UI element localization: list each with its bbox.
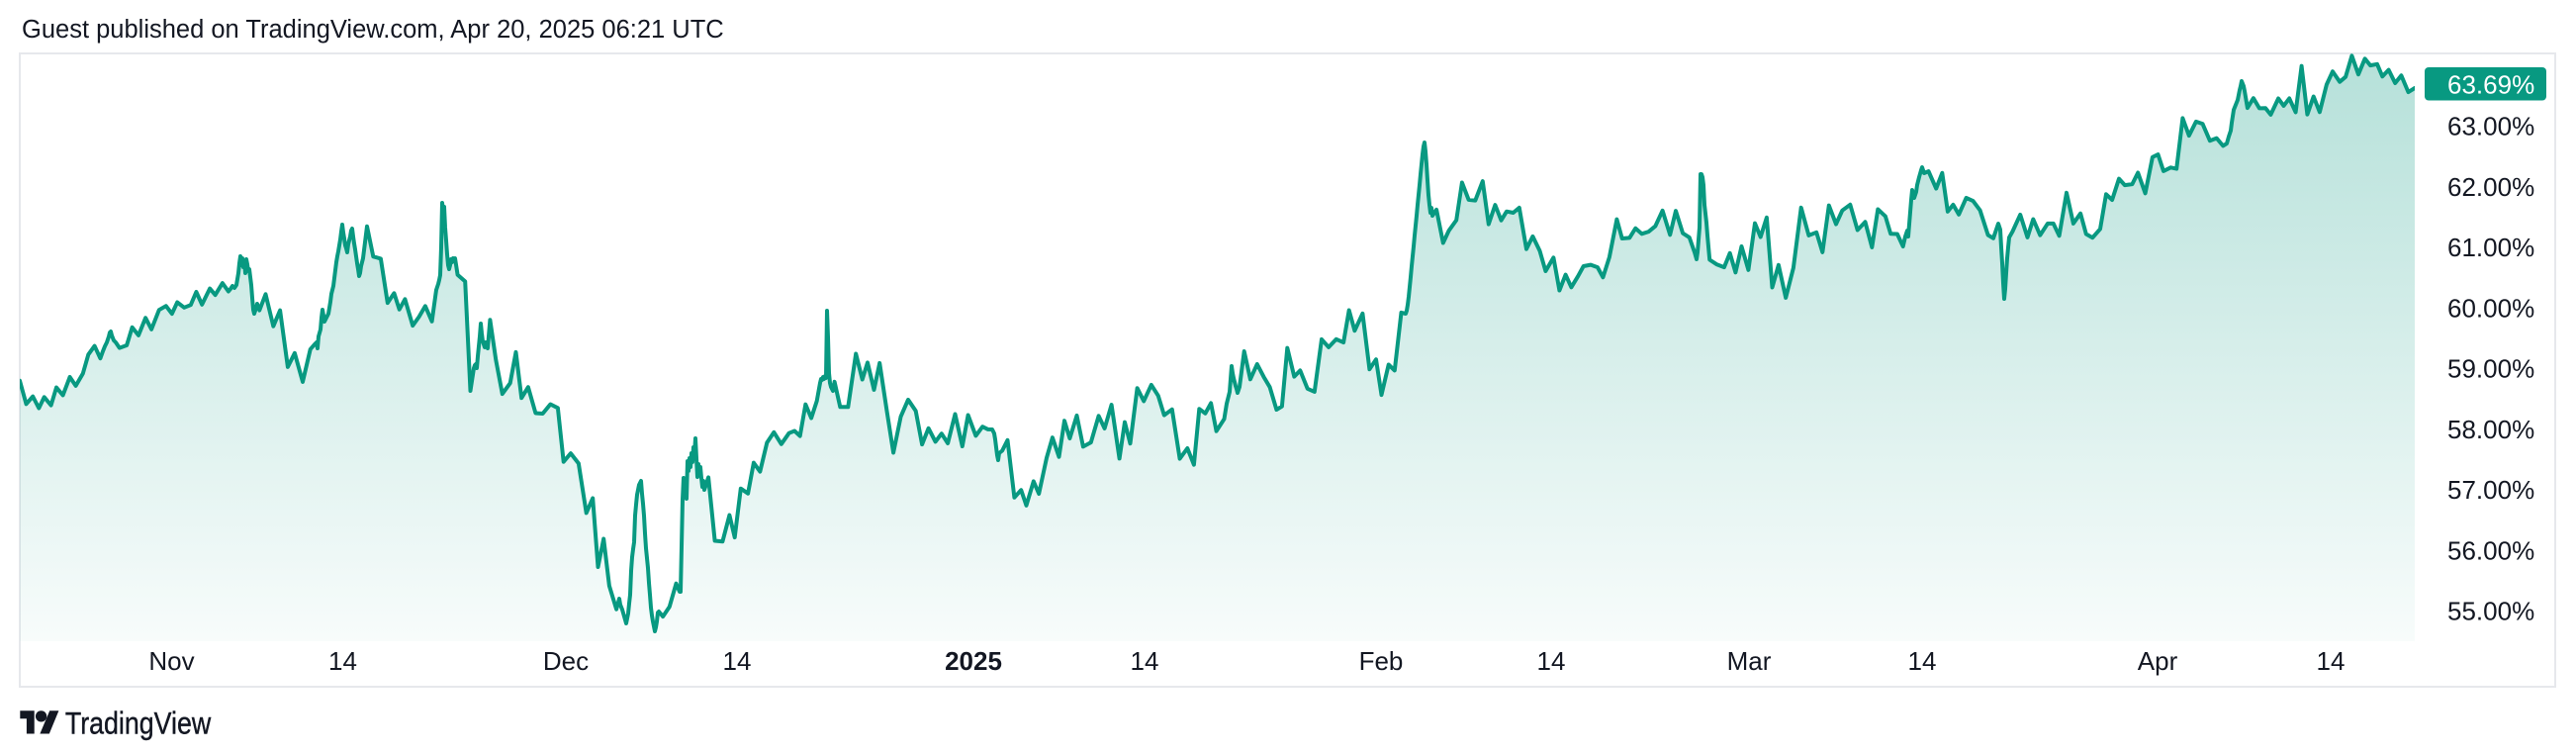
svg-text:14: 14 — [1908, 646, 1937, 676]
svg-text:2025: 2025 — [945, 646, 1002, 676]
svg-text:59.00%: 59.00% — [2447, 354, 2534, 384]
svg-text:Mar: Mar — [1727, 646, 1772, 676]
svg-text:14: 14 — [2317, 646, 2346, 676]
svg-text:Apr: Apr — [2138, 646, 2178, 676]
svg-text:14: 14 — [1537, 646, 1566, 676]
svg-text:Dec: Dec — [543, 646, 589, 676]
svg-text:58.00%: 58.00% — [2447, 415, 2534, 444]
svg-text:14: 14 — [328, 646, 357, 676]
svg-text:55.00%: 55.00% — [2447, 597, 2534, 626]
svg-text:Guest published on TradingView: Guest published on TradingView.com, Apr … — [22, 16, 724, 44]
svg-text:14: 14 — [723, 646, 752, 676]
svg-text:TradingView: TradingView — [65, 708, 212, 741]
svg-text:57.00%: 57.00% — [2447, 475, 2534, 505]
svg-text:62.00%: 62.00% — [2447, 172, 2534, 202]
svg-text:63.69%: 63.69% — [2447, 70, 2534, 100]
svg-text:Feb: Feb — [1359, 646, 1404, 676]
svg-text:Nov: Nov — [148, 646, 194, 676]
svg-text:14: 14 — [1131, 646, 1159, 676]
svg-text:60.00%: 60.00% — [2447, 293, 2534, 323]
svg-text:56.00%: 56.00% — [2447, 536, 2534, 566]
svg-text:61.00%: 61.00% — [2447, 233, 2534, 262]
svg-text:63.00%: 63.00% — [2447, 112, 2534, 142]
